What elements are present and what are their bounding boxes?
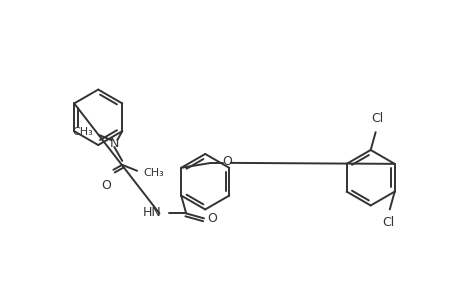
Text: N: N xyxy=(109,136,119,150)
Text: O: O xyxy=(221,155,231,168)
Text: O: O xyxy=(101,179,111,192)
Text: HN: HN xyxy=(142,206,161,219)
Text: Cl: Cl xyxy=(371,112,383,125)
Text: CH₃: CH₃ xyxy=(143,168,163,178)
Text: CH₃: CH₃ xyxy=(73,127,93,137)
Text: O: O xyxy=(207,212,216,225)
Text: Cl: Cl xyxy=(382,216,394,230)
